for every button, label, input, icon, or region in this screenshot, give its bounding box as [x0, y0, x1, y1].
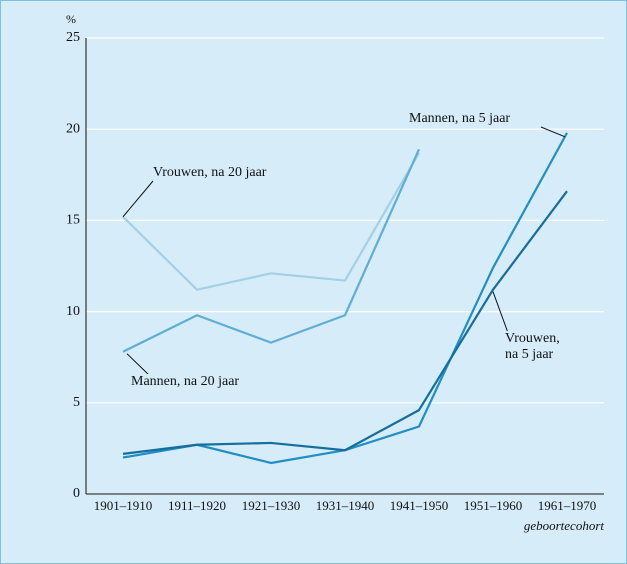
- y-tick-label: 5: [73, 395, 80, 410]
- x-tick-label: 1901–1910: [94, 498, 153, 513]
- y-tick-label: 15: [66, 213, 80, 228]
- y-tick-label: 25: [66, 30, 80, 45]
- x-tick-label: 1941–1950: [390, 498, 449, 513]
- y-tick-label: 10: [66, 304, 80, 319]
- y-tick-label: 20: [66, 121, 80, 136]
- x-axis-label: geboortecohort: [524, 518, 605, 533]
- y-unit-label: %: [66, 12, 76, 26]
- leader-line: [126, 353, 152, 378]
- y-tick-label: 0: [73, 486, 80, 501]
- x-tick-label: 1911–1920: [168, 498, 226, 513]
- x-tick-label: 1931–1940: [316, 498, 375, 513]
- x-tick-label: 1921–1930: [242, 498, 301, 513]
- series-line: [122, 148, 421, 353]
- series-label: Vrouwen, na 20 jaar: [153, 165, 267, 181]
- series-line: [122, 152, 420, 291]
- x-tick-label: 1961–1970: [538, 498, 597, 513]
- x-tick-label: 1951–1960: [464, 498, 523, 513]
- series-line: [122, 190, 568, 455]
- leader-line: [540, 126, 566, 138]
- series-label: Mannen, na 5 jaar: [409, 111, 511, 127]
- series-label: Vrouwen, na 5 jaar: [505, 331, 575, 363]
- series-line: [122, 132, 568, 465]
- series-label: Mannen, na 20 jaar: [131, 374, 240, 390]
- leader-line: [122, 180, 154, 218]
